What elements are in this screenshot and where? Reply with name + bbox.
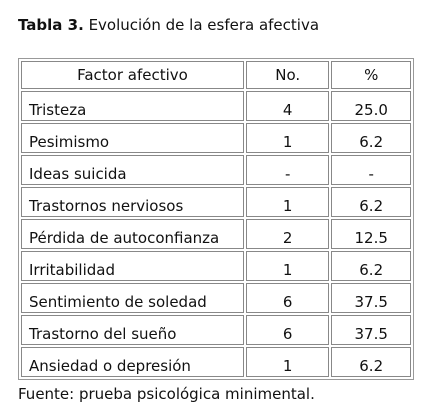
source-note: Fuente: prueba psicológica minimental. [18,385,315,403]
table-row: Ansiedad o depresión 1 6.2 [21,347,411,377]
table-cell: 1 [245,347,330,377]
table-cell: - [331,155,411,185]
table-row: Sentimiento de soledad 6 37.5 [21,283,411,313]
table-cell: 4 [245,91,330,121]
table-cell: 2 [245,219,330,249]
table-body: Tristeza 4 25.0 Pesimismo 1 6.2 Ideas suicida -… [21,91,411,377]
table-cell: Pesimismo [21,123,244,153]
table-cell: 6.2 [331,347,411,377]
table-row: Irritabilidad 1 6.2 [21,251,411,281]
table-cell: 25.0 [331,91,411,121]
table-cell: 1 [245,187,330,217]
table-cell: 1 [245,251,330,281]
table-row: Ideas suicida - - [21,155,411,185]
table-cell: Pérdida de autoconfianza [21,219,244,249]
table-cell: Ansiedad o depresión [21,347,244,377]
header-cell: % [331,61,411,89]
table-row: Pérdida de autoconfianza 2 12.5 [21,219,411,249]
title-text: Evolución de la esfera afectiva [88,16,320,34]
data-table: Factor afectivo No.% Tristeza 4 25.0 Pesimis… [18,58,414,380]
table-title: Tabla 3. Evolución de la esfera afectiva [18,16,319,34]
table-cell: 1 [245,123,330,153]
table-cell: 6 [245,315,330,345]
table-row: Pesimismo 1 6.2 [21,123,411,153]
table-cell: 6.2 [331,251,411,281]
table-row: Trastorno del sueño 6 37.5 [21,315,411,345]
table-cell: Tristeza [21,91,244,121]
table-cell: Sentimiento de soledad [21,283,244,313]
table-cell: Trastorno del sueño [21,315,244,345]
table-cell: 6.2 [331,123,411,153]
title-label: Tabla 3. [18,16,84,34]
header-cell: Factor afectivo [21,61,244,89]
table-cell: 37.5 [331,283,411,313]
table-cell: 6 [245,283,330,313]
header-cell: No. [245,61,330,89]
table-cell: 37.5 [331,315,411,345]
table-cell: Ideas suicida [21,155,244,185]
table-row: Tristeza 4 25.0 [21,91,411,121]
table-cell: Irritabilidad [21,251,244,281]
table-cell: 12.5 [331,219,411,249]
table-cell: 6.2 [331,187,411,217]
header-row: Factor afectivo No.% [21,61,411,89]
table-row: Trastornos nerviosos 1 6.2 [21,187,411,217]
table-cell: - [245,155,330,185]
table-cell: Trastornos nerviosos [21,187,244,217]
